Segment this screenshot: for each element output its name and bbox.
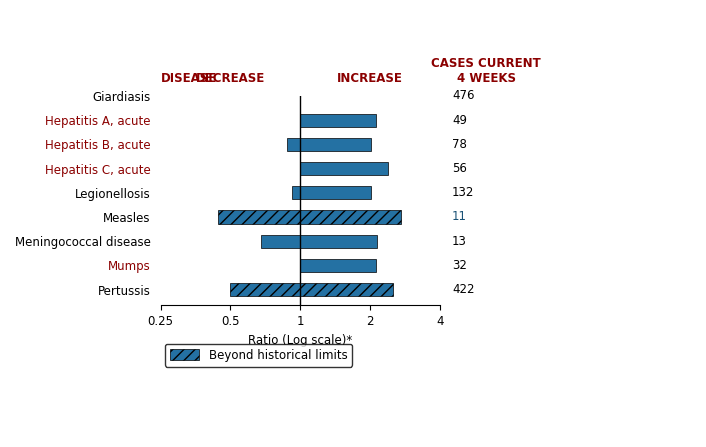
Bar <box>300 259 376 272</box>
Bar <box>287 138 371 151</box>
Bar <box>230 283 393 296</box>
Bar <box>300 162 388 175</box>
Text: 32: 32 <box>452 259 467 272</box>
Bar <box>217 211 401 224</box>
Text: 49: 49 <box>452 114 467 127</box>
Text: 476: 476 <box>452 89 474 102</box>
Text: 132: 132 <box>452 186 474 199</box>
Legend: Beyond historical limits: Beyond historical limits <box>164 344 352 367</box>
Text: CASES CURRENT
4 WEEKS: CASES CURRENT 4 WEEKS <box>431 58 541 85</box>
Text: INCREASE: INCREASE <box>337 72 403 85</box>
Text: 13: 13 <box>452 235 467 248</box>
Text: DECREASE: DECREASE <box>196 72 265 85</box>
X-axis label: Ratio (Log scale)*: Ratio (Log scale)* <box>249 334 352 347</box>
Text: 11: 11 <box>452 211 467 224</box>
Text: 78: 78 <box>452 138 467 151</box>
Bar <box>292 186 371 199</box>
Bar <box>261 235 378 248</box>
Text: DISEASE: DISEASE <box>160 72 217 85</box>
Text: 56: 56 <box>452 162 467 175</box>
Bar <box>300 114 376 127</box>
Text: 422: 422 <box>452 283 474 296</box>
